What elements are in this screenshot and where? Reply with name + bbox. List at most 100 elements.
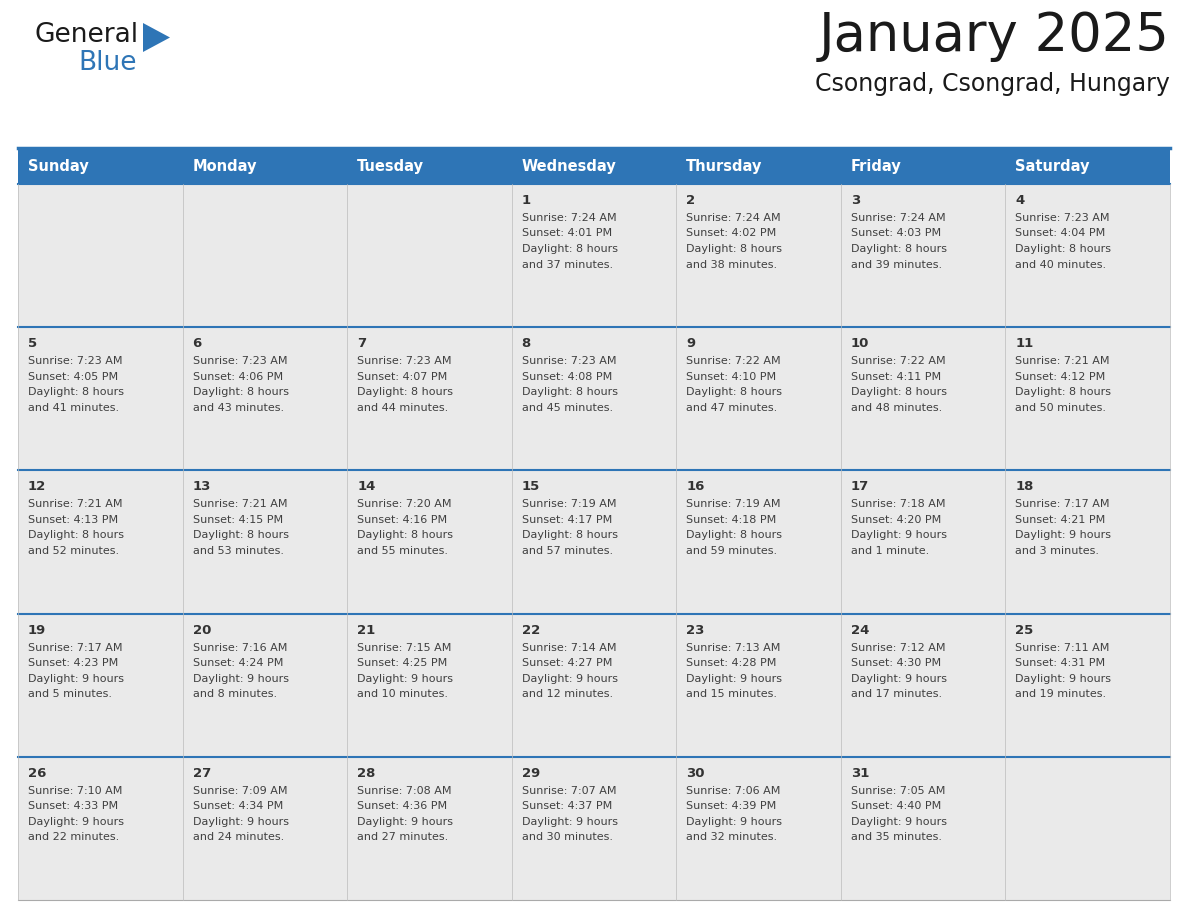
Text: Sunrise: 7:23 AM: Sunrise: 7:23 AM: [29, 356, 122, 366]
Bar: [347, 184, 512, 327]
Text: and 55 minutes.: and 55 minutes.: [358, 546, 448, 556]
Text: Sunset: 4:40 PM: Sunset: 4:40 PM: [851, 801, 941, 812]
Text: Sunset: 4:08 PM: Sunset: 4:08 PM: [522, 372, 612, 382]
Text: Sunset: 4:01 PM: Sunset: 4:01 PM: [522, 229, 612, 239]
Text: Daylight: 9 hours: Daylight: 9 hours: [687, 674, 782, 684]
Text: and 50 minutes.: and 50 minutes.: [1016, 403, 1106, 413]
Text: Daylight: 8 hours: Daylight: 8 hours: [29, 387, 124, 397]
Text: and 22 minutes.: and 22 minutes.: [29, 833, 119, 843]
Text: Sunset: 4:25 PM: Sunset: 4:25 PM: [358, 658, 448, 668]
Text: Daylight: 9 hours: Daylight: 9 hours: [522, 817, 618, 827]
Text: Sunset: 4:27 PM: Sunset: 4:27 PM: [522, 658, 612, 668]
Text: Sunset: 4:24 PM: Sunset: 4:24 PM: [192, 658, 283, 668]
Bar: [183, 184, 347, 327]
Text: and 17 minutes.: and 17 minutes.: [851, 689, 942, 700]
Text: 7: 7: [358, 337, 366, 350]
Text: Sunset: 4:18 PM: Sunset: 4:18 PM: [687, 515, 777, 525]
Text: and 27 minutes.: and 27 minutes.: [358, 833, 448, 843]
Text: Sunrise: 7:22 AM: Sunrise: 7:22 AM: [851, 356, 946, 366]
Bar: [676, 756, 841, 900]
Text: Daylight: 9 hours: Daylight: 9 hours: [851, 674, 947, 684]
Text: Daylight: 9 hours: Daylight: 9 hours: [358, 817, 453, 827]
Text: Sunset: 4:28 PM: Sunset: 4:28 PM: [687, 658, 777, 668]
Bar: [512, 327, 676, 470]
Text: 29: 29: [522, 767, 541, 779]
Text: Daylight: 9 hours: Daylight: 9 hours: [1016, 531, 1112, 541]
Bar: [18, 470, 183, 613]
Bar: [183, 470, 347, 613]
Text: 20: 20: [192, 623, 211, 636]
Text: Daylight: 8 hours: Daylight: 8 hours: [192, 387, 289, 397]
Text: Sunday: Sunday: [29, 159, 89, 174]
Text: 8: 8: [522, 337, 531, 350]
Text: Daylight: 9 hours: Daylight: 9 hours: [192, 674, 289, 684]
Text: Daylight: 8 hours: Daylight: 8 hours: [358, 387, 453, 397]
Text: Daylight: 9 hours: Daylight: 9 hours: [29, 817, 124, 827]
Bar: [347, 470, 512, 613]
Text: and 8 minutes.: and 8 minutes.: [192, 689, 277, 700]
Bar: [512, 148, 676, 184]
Text: Daylight: 9 hours: Daylight: 9 hours: [851, 817, 947, 827]
Text: Sunset: 4:30 PM: Sunset: 4:30 PM: [851, 658, 941, 668]
Text: Daylight: 8 hours: Daylight: 8 hours: [687, 244, 782, 254]
Text: Sunset: 4:13 PM: Sunset: 4:13 PM: [29, 515, 118, 525]
Text: Daylight: 8 hours: Daylight: 8 hours: [192, 531, 289, 541]
Text: Tuesday: Tuesday: [358, 159, 424, 174]
Bar: [183, 327, 347, 470]
Bar: [841, 327, 1005, 470]
Bar: [347, 148, 512, 184]
Text: Sunrise: 7:20 AM: Sunrise: 7:20 AM: [358, 499, 451, 509]
Bar: [183, 148, 347, 184]
Text: Sunrise: 7:08 AM: Sunrise: 7:08 AM: [358, 786, 451, 796]
Text: Daylight: 8 hours: Daylight: 8 hours: [1016, 244, 1112, 254]
Text: Sunrise: 7:24 AM: Sunrise: 7:24 AM: [851, 213, 946, 223]
Text: Sunset: 4:20 PM: Sunset: 4:20 PM: [851, 515, 941, 525]
Text: Sunrise: 7:12 AM: Sunrise: 7:12 AM: [851, 643, 946, 653]
Text: Sunrise: 7:19 AM: Sunrise: 7:19 AM: [687, 499, 781, 509]
Text: Daylight: 8 hours: Daylight: 8 hours: [29, 531, 124, 541]
Bar: [841, 756, 1005, 900]
Text: and 43 minutes.: and 43 minutes.: [192, 403, 284, 413]
Text: 18: 18: [1016, 480, 1034, 493]
Text: Daylight: 8 hours: Daylight: 8 hours: [851, 244, 947, 254]
Text: Daylight: 8 hours: Daylight: 8 hours: [522, 531, 618, 541]
Text: 16: 16: [687, 480, 704, 493]
Text: 12: 12: [29, 480, 46, 493]
Bar: [18, 148, 183, 184]
Text: Daylight: 9 hours: Daylight: 9 hours: [1016, 674, 1112, 684]
Text: and 3 minutes.: and 3 minutes.: [1016, 546, 1099, 556]
Text: Sunrise: 7:23 AM: Sunrise: 7:23 AM: [192, 356, 287, 366]
Text: Sunset: 4:05 PM: Sunset: 4:05 PM: [29, 372, 118, 382]
Text: Sunset: 4:07 PM: Sunset: 4:07 PM: [358, 372, 448, 382]
Text: Daylight: 8 hours: Daylight: 8 hours: [358, 531, 453, 541]
Text: Sunset: 4:34 PM: Sunset: 4:34 PM: [192, 801, 283, 812]
Text: Sunset: 4:36 PM: Sunset: 4:36 PM: [358, 801, 447, 812]
Text: and 32 minutes.: and 32 minutes.: [687, 833, 777, 843]
Text: General: General: [34, 22, 139, 48]
Text: 22: 22: [522, 623, 541, 636]
Text: 19: 19: [29, 623, 46, 636]
Text: Daylight: 9 hours: Daylight: 9 hours: [29, 674, 124, 684]
Text: Sunrise: 7:10 AM: Sunrise: 7:10 AM: [29, 786, 122, 796]
Text: 3: 3: [851, 194, 860, 207]
Text: Sunrise: 7:13 AM: Sunrise: 7:13 AM: [687, 643, 781, 653]
Bar: [18, 327, 183, 470]
Text: and 30 minutes.: and 30 minutes.: [522, 833, 613, 843]
Text: Sunset: 4:39 PM: Sunset: 4:39 PM: [687, 801, 777, 812]
Text: Sunrise: 7:19 AM: Sunrise: 7:19 AM: [522, 499, 617, 509]
Text: Sunrise: 7:23 AM: Sunrise: 7:23 AM: [522, 356, 617, 366]
Bar: [841, 148, 1005, 184]
Text: 28: 28: [358, 767, 375, 779]
Text: Wednesday: Wednesday: [522, 159, 617, 174]
Text: and 19 minutes.: and 19 minutes.: [1016, 689, 1106, 700]
Bar: [512, 470, 676, 613]
Text: Daylight: 8 hours: Daylight: 8 hours: [851, 387, 947, 397]
Bar: [183, 756, 347, 900]
Text: and 40 minutes.: and 40 minutes.: [1016, 260, 1106, 270]
Text: Monday: Monday: [192, 159, 257, 174]
Text: Sunrise: 7:17 AM: Sunrise: 7:17 AM: [1016, 499, 1110, 509]
Text: Sunset: 4:12 PM: Sunset: 4:12 PM: [1016, 372, 1106, 382]
Bar: [676, 470, 841, 613]
Text: Sunrise: 7:24 AM: Sunrise: 7:24 AM: [522, 213, 617, 223]
Text: 5: 5: [29, 337, 37, 350]
